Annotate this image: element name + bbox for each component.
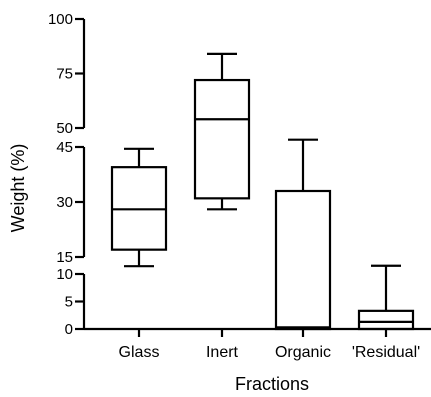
boxes: [110, 52, 415, 331]
x-axis: Glass Inert Organic 'Residual': [84, 327, 431, 361]
box-iqr: [357, 309, 415, 331]
y-axis-title: Weight (%): [8, 144, 28, 233]
box-iqr: [193, 78, 251, 200]
x-tick-label: 'Residual': [352, 344, 420, 361]
box-glass: [110, 147, 168, 268]
y-tick-label: 10: [56, 266, 73, 283]
x-tick-label: Inert: [206, 344, 239, 361]
box-residual: [357, 264, 415, 331]
box-iqr: [274, 189, 332, 331]
y-axis-ticks: 50 75 100 15 30 45 0 5 10: [48, 11, 84, 338]
x-tick-label: Glass: [119, 344, 160, 361]
box-organic: [274, 138, 332, 331]
x-tick-label: Organic: [275, 344, 331, 361]
y-tick-label: 0: [65, 321, 73, 338]
y-tick-label: 100: [48, 11, 73, 28]
y-tick-label: 45: [56, 139, 73, 156]
box-inert: [193, 52, 251, 211]
x-axis-title: Fractions: [235, 374, 309, 394]
y-tick-label: 30: [56, 194, 73, 211]
y-tick-label: 15: [56, 249, 73, 266]
y-tick-label: 50: [56, 120, 73, 137]
y-tick-label: 75: [56, 66, 73, 83]
y-tick-label: 5: [65, 294, 73, 311]
